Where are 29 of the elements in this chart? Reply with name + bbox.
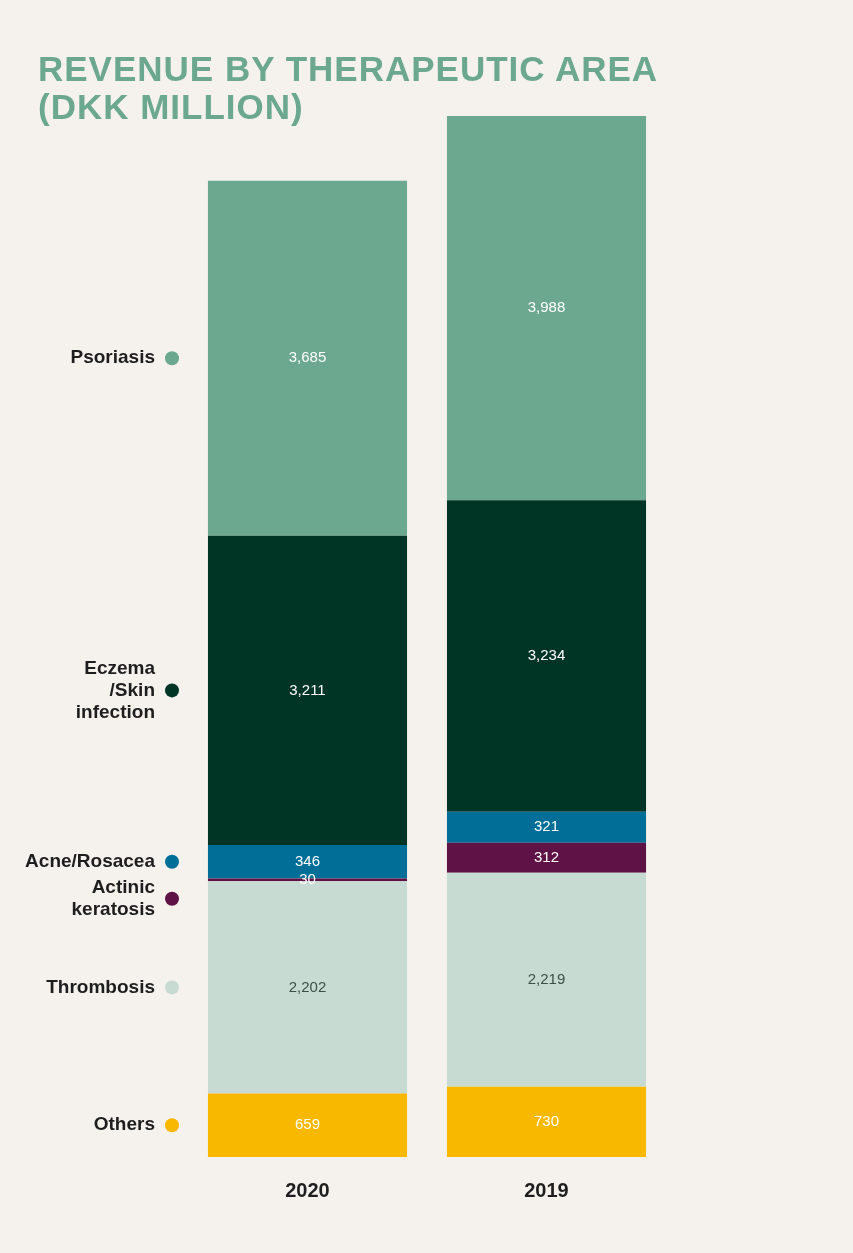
bar	[446, 842, 647, 873]
bar	[446, 1086, 647, 1157]
bar	[207, 180, 408, 536]
data-label: 346	[294, 851, 321, 869]
data-label: 3,988	[527, 298, 566, 316]
bar	[446, 872, 647, 1087]
data-label: 3,211	[289, 680, 326, 698]
data-label: 2,202	[288, 977, 327, 995]
legend-label: Others	[93, 1113, 155, 1135]
data-label: 2,219	[527, 969, 566, 987]
data-label: 659	[294, 1115, 321, 1133]
chart-title: REVENUE BY THERAPEUTIC AREA (DKK MILLION)	[38, 49, 658, 126]
bar	[446, 811, 647, 843]
bar	[446, 116, 647, 501]
bar	[446, 500, 647, 812]
legend-label: Eczema /Skin infection	[75, 656, 156, 722]
legend-label: Acne/Rosacea	[25, 850, 156, 872]
bar	[207, 535, 408, 846]
data-label: 3,685	[288, 348, 327, 366]
legend-label: Psoriasis	[70, 346, 155, 368]
data-label: 312	[533, 847, 560, 865]
data-label: 730	[533, 1111, 560, 1129]
legend-label: Thrombosis	[46, 975, 155, 997]
x-tick-label: 2019	[524, 1178, 569, 1201]
bar	[207, 1093, 408, 1157]
data-label: 321	[533, 817, 560, 835]
data-label: 3,234	[527, 646, 566, 664]
legend-label: Actinic keratosis	[71, 876, 156, 920]
x-tick-label: 2020	[285, 1178, 330, 1201]
